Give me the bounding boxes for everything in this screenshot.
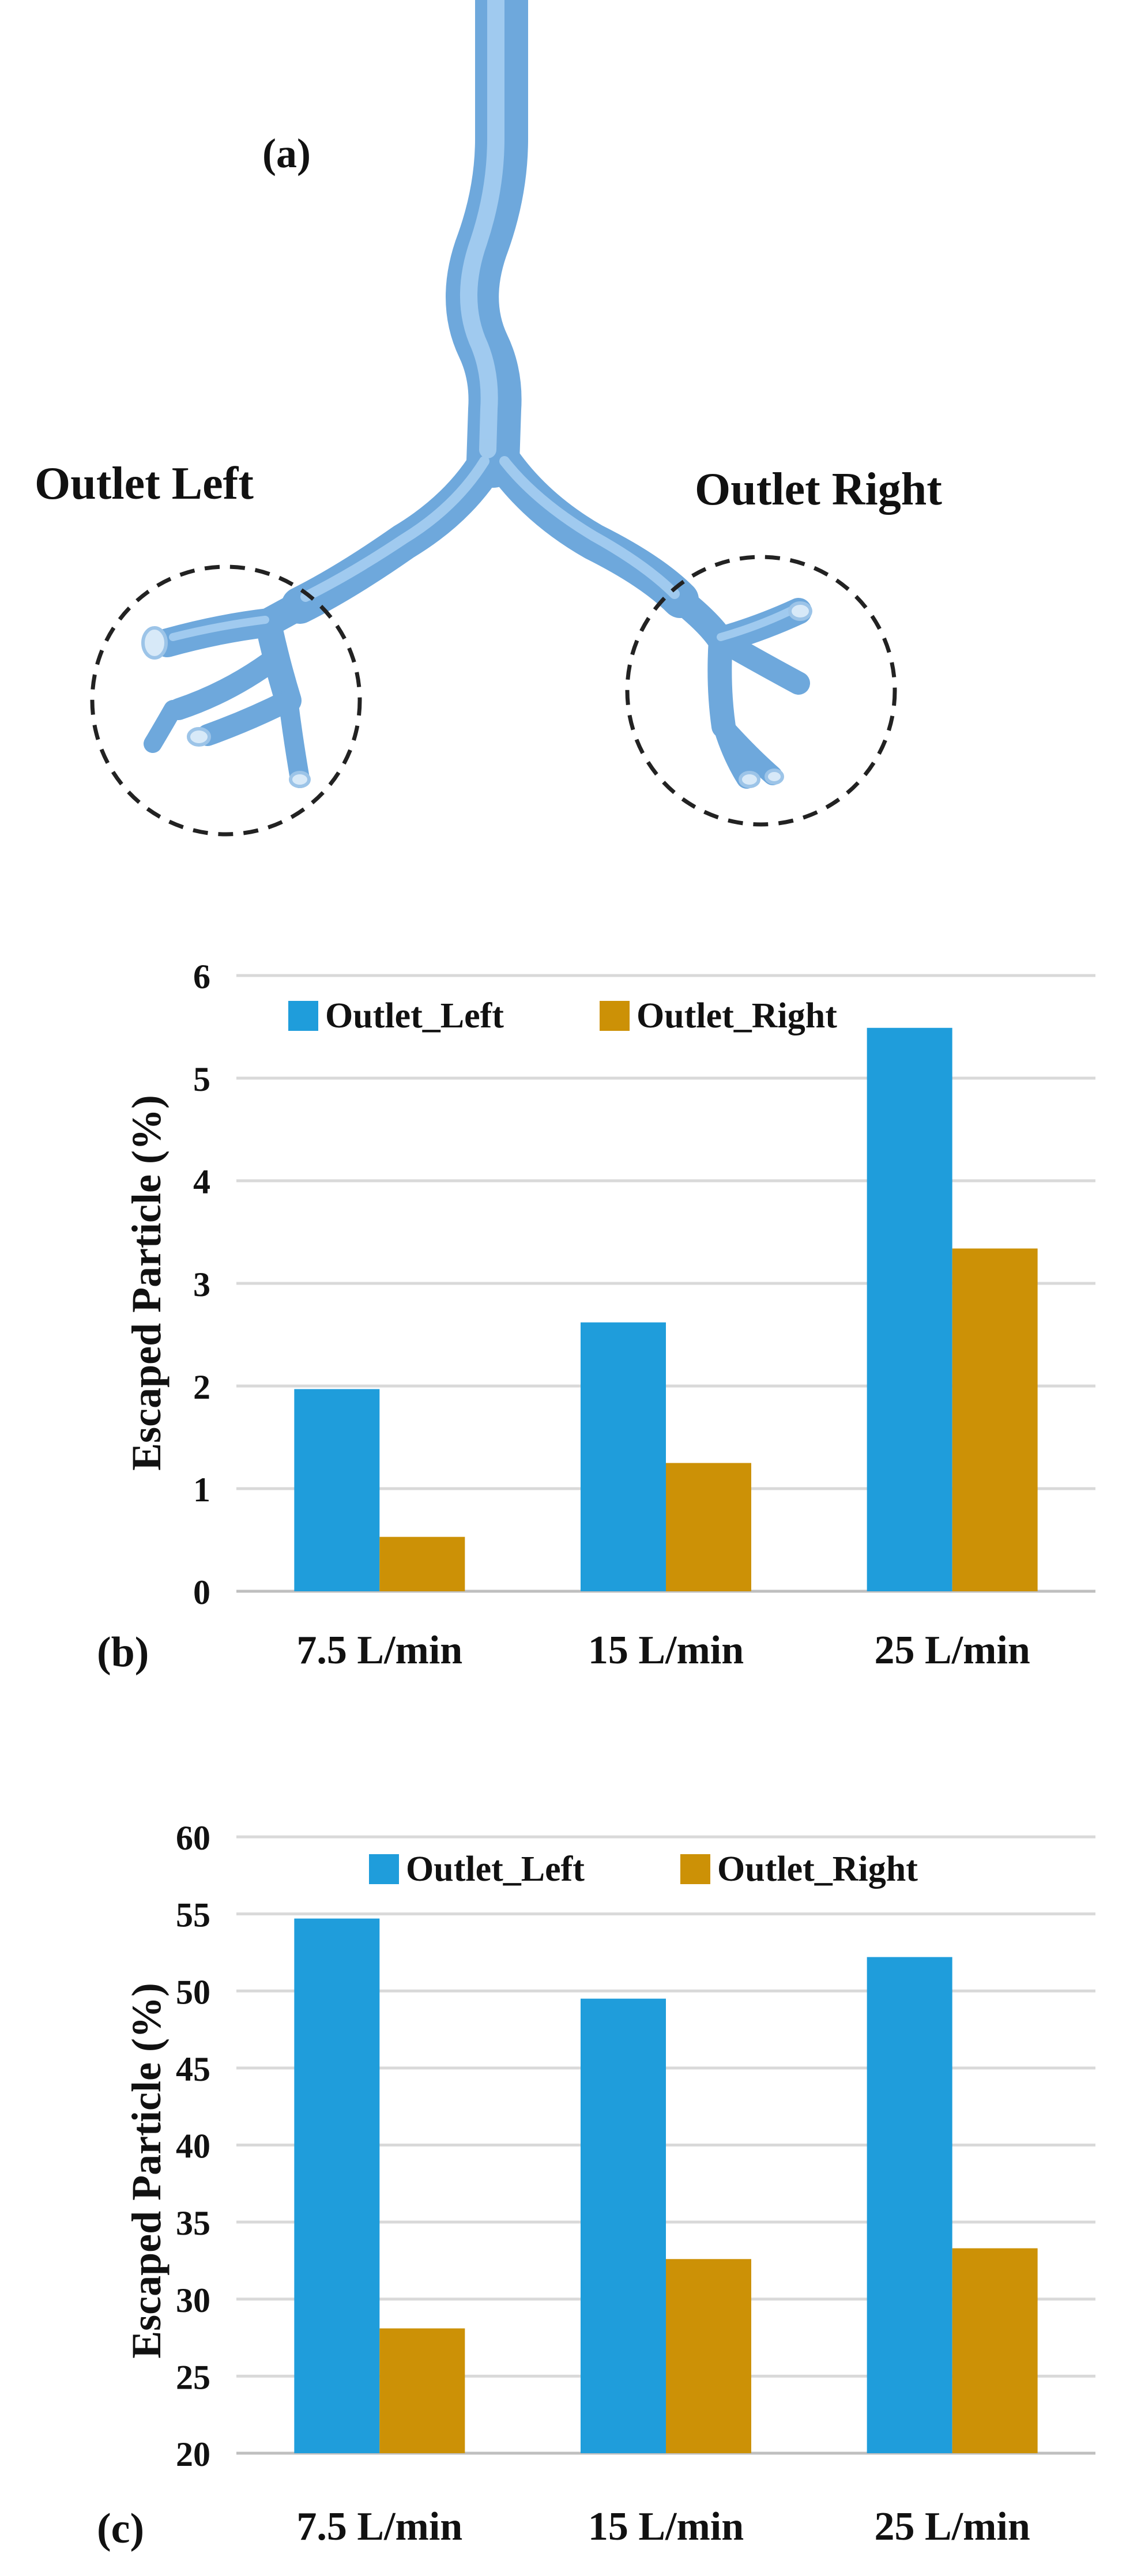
chart-b-bar-outlet-left-0 [294,1389,380,1591]
chart-b-bar-outlet-left-1 [581,1322,666,1591]
airway-body [144,0,812,789]
chart-c-y-tick-label: 25 [176,2358,210,2396]
chart-b-y-tick-label: 2 [193,1368,210,1406]
chart-b-bar-outlet-right-2 [952,1248,1038,1591]
panel-a-label: (a) [262,130,311,176]
chart-c-bar-outlet-right-0 [379,2328,465,2453]
chart-b-x-tick-label: 15 L/min [588,1628,744,1673]
chart-c-y-tick-label: 20 [176,2435,210,2473]
chart-b-x-tick-label: 25 L/min [875,1628,1030,1673]
chart-b-x-tick-label: 7.5 L/min [296,1628,462,1673]
chart-c-y-tick-label: 55 [176,1896,210,1934]
chart-c-bar-outlet-right-1 [666,2259,751,2453]
chart-b-bar-outlet-right-1 [666,1463,751,1591]
chart-c-bar-outlet-right-2 [952,2248,1038,2453]
chart-b: 0 1 2 3 4 5 6 7.5 L/min 15 L/min 25 L/min Outlet… [97,958,1095,1676]
chart-c-panel-label: (c) [97,2505,144,2552]
chart-b-y-tick-label: 5 [193,1060,210,1098]
outlet-right-label: Outlet Right [695,464,942,515]
chart-b-x-ticks: 7.5 L/min 15 L/min 25 L/min [296,1628,1030,1673]
chart-c-y-tick-label: 40 [176,2127,210,2166]
chart-c: 20 25 30 35 40 45 50 55 60 7.5 L/min 15 L/min 25 L… [97,1819,1095,2552]
chart-b-y-tick-label: 3 [193,1266,210,1304]
chart-b-y-tick-label: 0 [193,1573,210,1611]
chart-c-y-tick-label: 60 [176,1819,210,1857]
chart-b-y-ticks: 0 1 2 3 4 5 6 [193,958,210,1611]
chart-b-y-tick-label: 4 [193,1163,210,1201]
outlet-caps [141,601,812,788]
chart-c-x-ticks: 7.5 L/min 15 L/min 25 L/min [296,2505,1030,2549]
chart-c-y-ticks: 20 25 30 35 40 45 50 55 60 [176,1819,210,2473]
airway-highlight [169,0,800,641]
chart-c-bar-outlet-left-1 [581,1998,666,2453]
chart-c-y-tick-label: 30 [176,2281,210,2319]
chart-c-legend-label-outlet-left: Outlet_Left [406,1850,585,1889]
chart-c-x-tick-label: 25 L/min [875,2505,1030,2549]
chart-b-bar-outlet-right-0 [379,1536,465,1591]
chart-c-bar-outlet-left-0 [294,1918,380,2453]
chart-b-legend: Outlet_Left Outlet_Right [288,996,837,1035]
chart-c-y-tick-label: 45 [176,2050,210,2088]
outlet-left-circle [90,564,362,837]
chart-b-legend-label-outlet-left: Outlet_Left [325,996,504,1035]
chart-b-y-tick-label: 1 [193,1471,210,1509]
chart-b-bars [294,1027,1038,1591]
outlet-right-circle [625,555,897,827]
chart-b-y-tick-label: 6 [193,958,210,996]
airway-tree [141,0,812,789]
chart-c-y-tick-label: 50 [176,1973,210,2011]
panel-a-airway-illustration: (a) Outlet Left Outlet Right [35,0,942,837]
chart-b-ylabel: Escaped Particle (%) [123,1095,170,1471]
chart-b-legend-label-outlet-right: Outlet_Right [637,996,837,1035]
chart-c-legend: Outlet_Left Outlet_Right [369,1850,918,1889]
chart-c-x-tick-label: 15 L/min [588,2505,744,2549]
chart-b-legend-swatch-outlet-left [288,1001,318,1031]
chart-b-bar-outlet-left-2 [867,1027,952,1591]
chart-c-ylabel: Escaped Particle (%) [123,1983,170,2359]
chart-c-bar-outlet-left-2 [867,1957,952,2453]
chart-c-legend-label-outlet-right: Outlet_Right [717,1850,918,1889]
chart-c-legend-swatch-outlet-left [369,1854,399,1884]
chart-c-y-tick-label: 35 [176,2204,210,2242]
chart-b-legend-swatch-outlet-right [600,1001,630,1031]
chart-b-panel-label: (b) [97,1629,149,1676]
chart-c-legend-swatch-outlet-right [680,1854,710,1884]
outlet-left-label: Outlet Left [35,458,254,509]
chart-c-bars [294,1918,1038,2453]
chart-c-x-tick-label: 7.5 L/min [296,2505,462,2549]
